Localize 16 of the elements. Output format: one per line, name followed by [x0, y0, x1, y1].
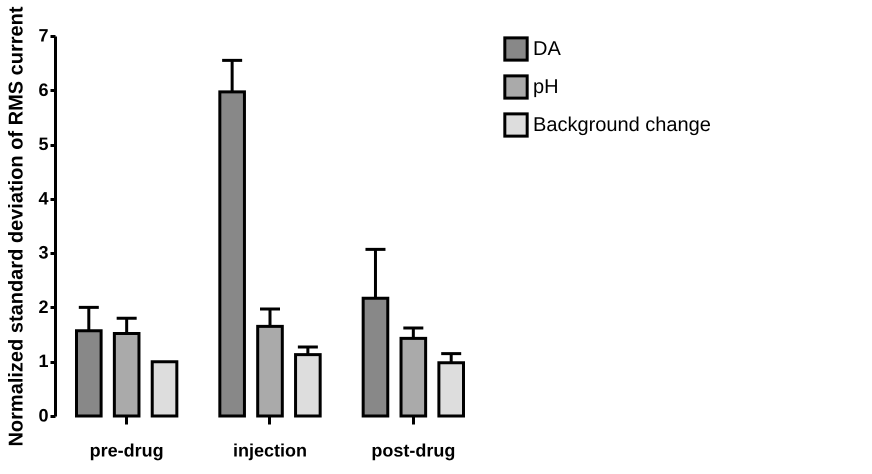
- legend-label: Background change: [533, 114, 711, 136]
- y-tick-label: 4: [38, 188, 48, 208]
- y-tick-label: 2: [38, 296, 48, 317]
- legend-label: pH: [533, 76, 559, 98]
- y-tick-label: 0: [38, 406, 48, 426]
- x-tick-label: pre-drug: [90, 440, 164, 460]
- legend-label: DA: [533, 38, 562, 60]
- y-axis-title: Normalized standard deviation of RMS current: [5, 6, 28, 447]
- y-tick-label: 3: [38, 242, 48, 263]
- y-tick-label: 5: [38, 134, 48, 154]
- y-tick-label: 1: [38, 351, 48, 372]
- y-tick-label: 7: [38, 26, 48, 46]
- x-tick-label: post-drug: [371, 440, 456, 460]
- y-tick-label: 6: [38, 80, 48, 100]
- bar: [150, 360, 178, 418]
- x-tick-label: injection: [232, 440, 308, 460]
